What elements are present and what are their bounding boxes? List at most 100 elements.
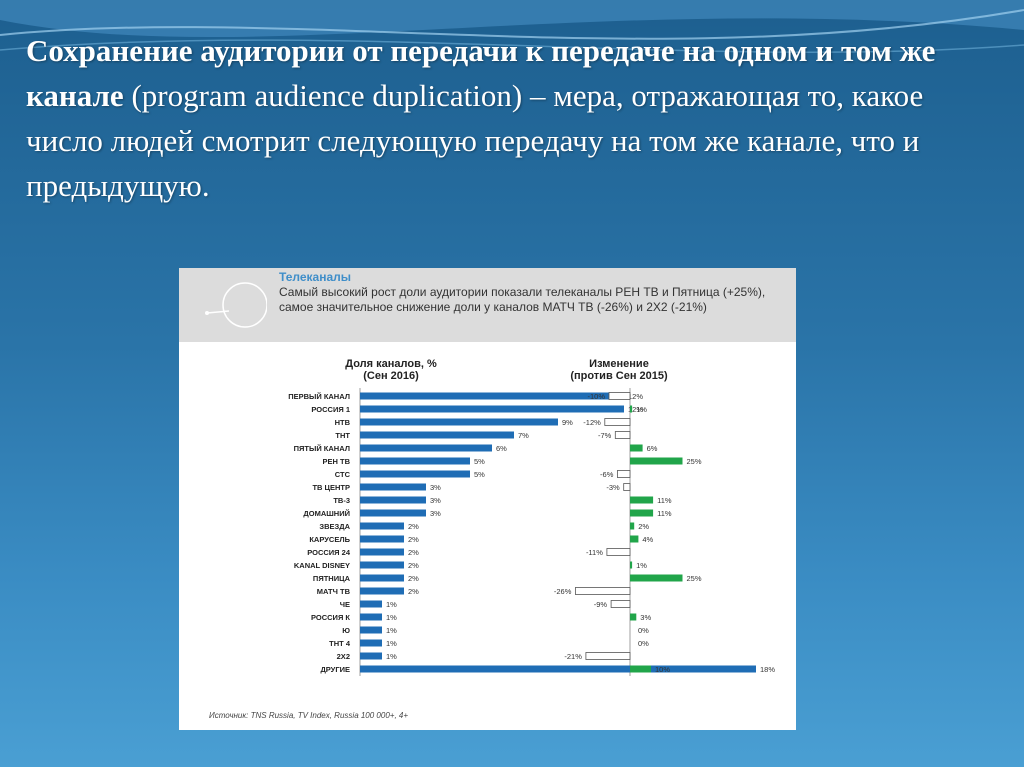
change-value-label: 6% — [647, 444, 658, 453]
share-bar — [360, 457, 470, 465]
panel-title: Телеканалы — [279, 270, 352, 284]
change-bar-negative — [608, 392, 631, 400]
share-value-label: 3% — [430, 496, 441, 505]
change-bar-negative — [614, 431, 631, 439]
category-label: ТВ ЦЕНТР — [312, 483, 350, 492]
share-value-label: 12% — [628, 405, 643, 414]
share-bar — [360, 652, 382, 660]
change-bar-positive — [630, 665, 651, 673]
change-bar-negative — [610, 600, 631, 608]
category-label: ЗВЕЗДА — [319, 522, 350, 531]
share-bar — [360, 392, 624, 400]
share-bar — [360, 626, 382, 634]
change-value-label: 10% — [655, 665, 670, 674]
share-value-label: 1% — [386, 639, 397, 648]
share-value-label: 1% — [386, 626, 397, 635]
category-label: ПЯТЫЙ КАНАЛ — [294, 444, 350, 453]
share-value-label: 1% — [386, 613, 397, 622]
change-bar-positive — [630, 574, 683, 582]
share-value-label: 5% — [474, 470, 485, 479]
change-value-label: -10% — [587, 392, 605, 401]
category-label: МАТЧ ТВ — [317, 587, 351, 596]
change-bar-positive — [630, 561, 633, 569]
share-value-label: 3% — [430, 509, 441, 518]
category-label: РОССИЯ 1 — [311, 405, 350, 414]
source-note: Источник: TNS Russia, TV Index, Russia 1… — [209, 711, 409, 720]
share-value-label: 2% — [408, 587, 419, 596]
share-bar — [360, 418, 558, 426]
change-value-label: -11% — [586, 548, 603, 557]
share-bar — [360, 548, 404, 556]
share-value-label: 2% — [408, 548, 419, 557]
share-bar — [360, 522, 404, 530]
share-value-label: 2% — [408, 522, 419, 531]
share-bar — [360, 496, 426, 504]
share-chart-title: (Сен 2016) — [363, 370, 419, 382]
panel-description: Самый высокий рост доли аудитории показа… — [279, 285, 766, 314]
change-bar-positive — [630, 522, 635, 530]
change-value-label: -9% — [594, 600, 608, 609]
chart-panel: Телеканалы Самый высокий рост доли аудит… — [179, 268, 796, 730]
tv-dial-icon — [205, 282, 267, 328]
category-label: ТНТ 4 — [329, 639, 351, 648]
category-label: ДРУГИЕ — [320, 665, 350, 674]
change-value-label: 25% — [687, 457, 702, 466]
change-chart-title: (против Сен 2015) — [570, 370, 668, 382]
category-label: ТВ-3 — [333, 496, 350, 505]
category-label: KANAL DISNEY — [294, 561, 350, 570]
change-value-label: 25% — [687, 574, 702, 583]
change-value-label: 1% — [636, 405, 647, 414]
category-label: РОССИЯ 24 — [307, 548, 351, 557]
share-bar — [360, 509, 426, 517]
charts-canvas: Доля каналов, %(Сен 2016) Изменение(проти… — [288, 358, 775, 676]
decorative-wave — [0, 0, 1024, 54]
change-chart-title: Изменение — [589, 358, 649, 370]
category-label: ПЯТНИЦА — [313, 574, 351, 583]
change-value-label: -7% — [598, 431, 612, 440]
slide-title-bold: Сохранение аудитории от передачи к перед… — [26, 33, 936, 113]
change-value-label: -12% — [583, 418, 601, 427]
share-bar — [360, 665, 756, 673]
share-bar — [360, 574, 404, 582]
share-bar — [360, 600, 382, 608]
category-label: 2Х2 — [337, 652, 350, 661]
category-label: ТНТ — [335, 431, 350, 440]
change-bar-positive — [630, 457, 683, 465]
category-label: РЕН ТВ — [322, 457, 350, 466]
category-label: СТС — [335, 470, 351, 479]
change-value-label: 1% — [636, 561, 647, 570]
change-value-label: -21% — [564, 652, 582, 661]
category-label: ДОМАШНИЙ — [303, 509, 350, 518]
share-value-label: 3% — [430, 483, 441, 492]
change-bar-positive — [630, 613, 637, 621]
slide-title: Сохранение аудитории от передачи к перед… — [26, 28, 1001, 208]
change-bar-negative — [616, 470, 631, 478]
share-value-label: 1% — [386, 600, 397, 609]
category-label: РОССИЯ К — [311, 613, 350, 622]
share-value-label: 7% — [518, 431, 529, 440]
change-value-label: 4% — [642, 535, 653, 544]
change-value-label: 0% — [638, 639, 649, 648]
share-bar — [360, 613, 382, 621]
share-value-label: 9% — [562, 418, 573, 427]
change-value-label: -26% — [554, 587, 572, 596]
panel-header: Телеканалы Самый высокий рост доли аудит… — [179, 268, 796, 342]
change-value-label: 11% — [657, 509, 672, 518]
change-value-label: 2% — [638, 522, 649, 531]
category-label: ЧЕ — [340, 600, 350, 609]
share-chart-title: Доля каналов, % — [345, 358, 437, 370]
share-value-label: 5% — [474, 457, 485, 466]
share-bar — [360, 444, 492, 452]
change-value-label: 0% — [638, 626, 649, 635]
change-bar-negative — [574, 587, 631, 595]
change-value-label: -3% — [606, 483, 620, 492]
change-bar-positive — [630, 509, 654, 517]
share-bar — [360, 535, 404, 543]
change-value-label: 3% — [640, 613, 651, 622]
share-value-label: 2% — [408, 574, 419, 583]
share-bar — [360, 483, 426, 491]
category-label: НТВ — [335, 418, 351, 427]
share-bar — [360, 587, 404, 595]
share-bar — [360, 561, 404, 569]
change-bar-negative — [623, 483, 631, 491]
